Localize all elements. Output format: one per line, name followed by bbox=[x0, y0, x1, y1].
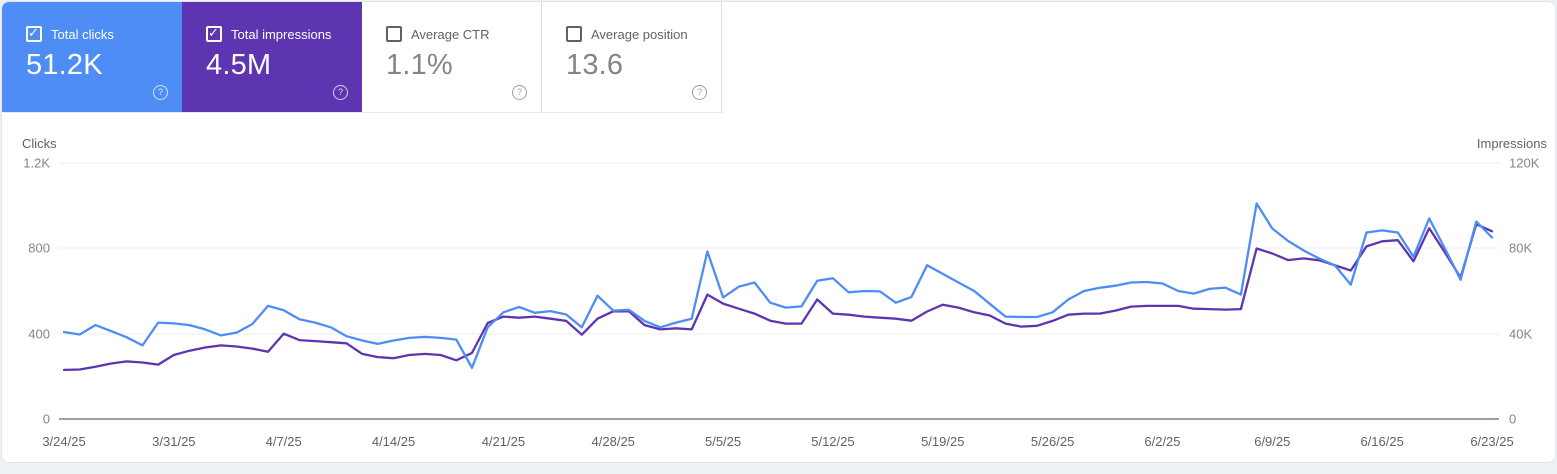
checkmark-icon: ✓ bbox=[208, 25, 219, 40]
card-label: Total clicks bbox=[51, 26, 114, 42]
total-clicks-checkbox[interactable]: ✓ bbox=[26, 26, 42, 42]
card-average-ctr[interactable]: ✓ Average CTR 1.1% ? bbox=[362, 2, 542, 112]
total-clicks-value: 51.2K bbox=[26, 49, 103, 81]
help-icon[interactable]: ? bbox=[153, 85, 168, 100]
checkmark-icon: ✓ bbox=[28, 25, 39, 40]
x-axis-date-label: 4/28/25 bbox=[591, 434, 635, 449]
performance-chart: Clicks Impressions 1.2K 800 400 0 120K 80K 40… bbox=[2, 112, 1555, 462]
left-ytick-label: 0 bbox=[42, 411, 50, 427]
x-axis-date-label: 5/12/25 bbox=[811, 434, 855, 449]
card-label: Total impressions bbox=[231, 26, 332, 42]
right-ytick-label: 80K bbox=[1509, 240, 1533, 256]
x-axis-date-label: 5/19/25 bbox=[921, 434, 965, 449]
x-axis-date-label: 6/9/25 bbox=[1254, 434, 1291, 449]
left-axis-title: Clicks bbox=[22, 136, 57, 151]
right-ytick-label: 120K bbox=[1509, 155, 1540, 171]
left-ytick-label: 400 bbox=[28, 326, 50, 342]
average-ctr-checkbox[interactable]: ✓ bbox=[386, 26, 402, 42]
x-axis-date-label: 6/2/25 bbox=[1144, 434, 1181, 449]
x-axis-date-label: 3/24/25 bbox=[42, 434, 86, 449]
card-label: Average CTR bbox=[411, 26, 490, 42]
card-average-position[interactable]: ✓ Average position 13.6 ? bbox=[542, 2, 722, 112]
clicks-line bbox=[62, 202, 1494, 369]
card-total-clicks-header: ✓ Total clicks bbox=[26, 26, 114, 42]
right-ytick-label: 40K bbox=[1509, 326, 1533, 342]
total-impressions-value: 4.5M bbox=[206, 49, 272, 81]
left-ytick-label: 1.2K bbox=[23, 155, 50, 171]
average-position-value: 13.6 bbox=[566, 49, 624, 81]
left-ytick-label: 800 bbox=[28, 240, 50, 256]
performance-panel: ✓ Total clicks 51.2K ? ✓ Total impressio… bbox=[1, 1, 1556, 463]
impressions-line bbox=[62, 223, 1494, 372]
card-total-impressions-header: ✓ Total impressions bbox=[206, 26, 331, 42]
card-label: Average position bbox=[591, 26, 688, 42]
x-axis-date-label: 4/7/25 bbox=[265, 434, 302, 449]
x-axis-date-label: 5/5/25 bbox=[704, 434, 742, 449]
x-axis-date-label: 5/26/25 bbox=[1030, 434, 1075, 449]
right-axis-title: Impressions bbox=[1476, 136, 1547, 151]
average-ctr-value: 1.1% bbox=[386, 49, 453, 81]
x-axis-date-label: 6/16/25 bbox=[1360, 434, 1404, 449]
help-icon[interactable]: ? bbox=[512, 85, 527, 100]
x-axis-date-label: 3/31/25 bbox=[152, 434, 196, 449]
card-average-ctr-header: ✓ Average CTR bbox=[386, 26, 490, 42]
right-ytick-label: 0 bbox=[1509, 411, 1517, 427]
help-icon[interactable]: ? bbox=[692, 85, 707, 100]
x-axis-date-label: 4/14/25 bbox=[371, 434, 416, 449]
x-axis-date-label: 6/23/25 bbox=[1470, 434, 1514, 449]
card-total-clicks[interactable]: ✓ Total clicks 51.2K ? bbox=[2, 2, 182, 112]
x-axis-date-label: 4/21/25 bbox=[481, 434, 526, 449]
metric-cards-row: ✓ Total clicks 51.2K ? ✓ Total impressio… bbox=[2, 2, 723, 113]
chart-canvas bbox=[59, 162, 1499, 420]
card-total-impressions[interactable]: ✓ Total impressions 4.5M ? bbox=[182, 2, 362, 112]
help-icon[interactable]: ? bbox=[333, 85, 348, 100]
card-average-position-header: ✓ Average position bbox=[566, 26, 688, 42]
total-impressions-checkbox[interactable]: ✓ bbox=[206, 26, 222, 42]
average-position-checkbox[interactable]: ✓ bbox=[566, 26, 582, 42]
